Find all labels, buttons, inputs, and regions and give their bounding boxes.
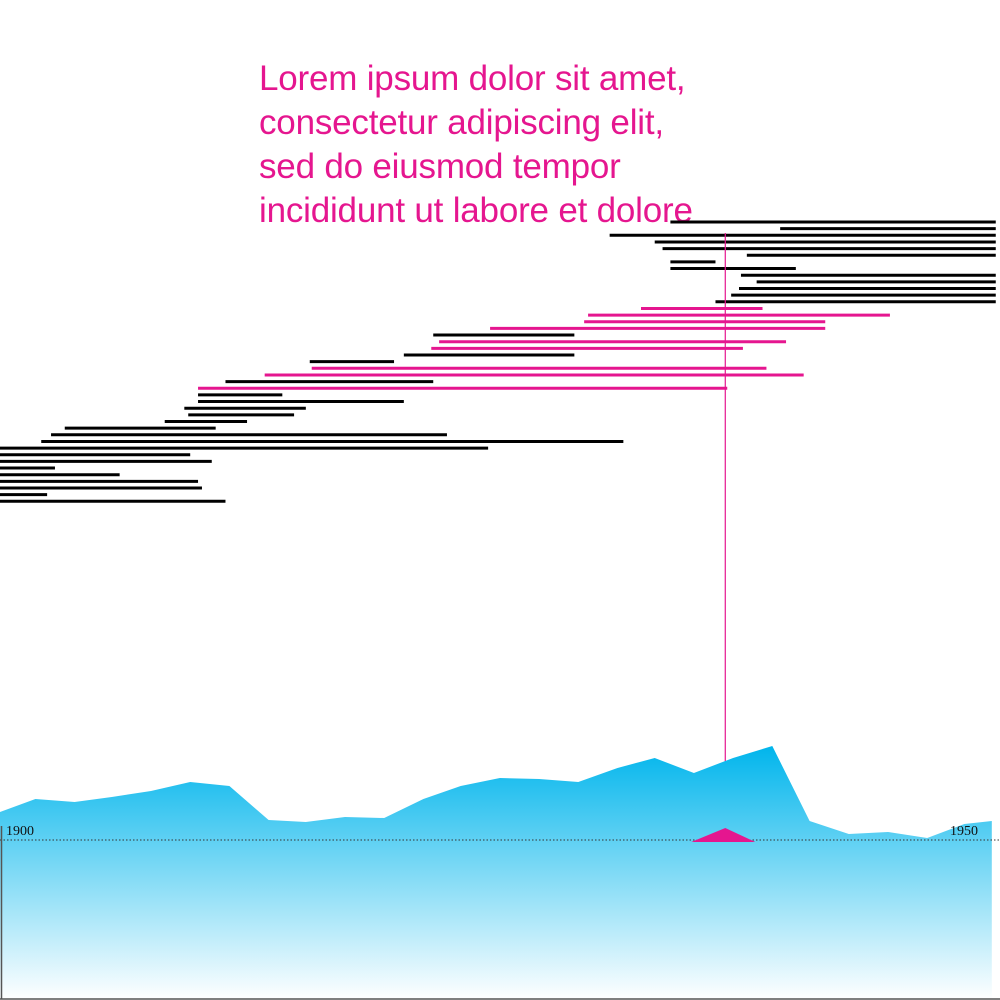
- annotation-line: sed do eiusmod tempor: [259, 147, 621, 186]
- area-series: [0, 746, 992, 1000]
- annotation-text: Lorem ipsum dolor sit amet, consectetur …: [259, 57, 779, 233]
- peak-marker-triangle: [691, 828, 756, 842]
- x-tick-label: 1900: [6, 824, 34, 839]
- annotation-line: consectetur adipiscing elit,: [259, 103, 664, 142]
- annotation-line: incididunt ut labore et dolore: [259, 191, 693, 230]
- x-tick-label: 1950: [950, 824, 978, 839]
- spans-layer: [0, 220, 996, 503]
- x-axis-ticks: 1900 1950: [6, 824, 978, 839]
- annotation-line: Lorem ipsum dolor sit amet,: [259, 59, 686, 98]
